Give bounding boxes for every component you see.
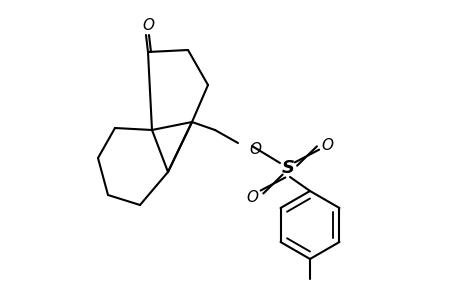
Text: O: O [246, 190, 257, 206]
Text: S: S [281, 159, 294, 177]
Text: O: O [248, 142, 260, 158]
Text: O: O [320, 139, 332, 154]
Text: O: O [142, 17, 154, 32]
